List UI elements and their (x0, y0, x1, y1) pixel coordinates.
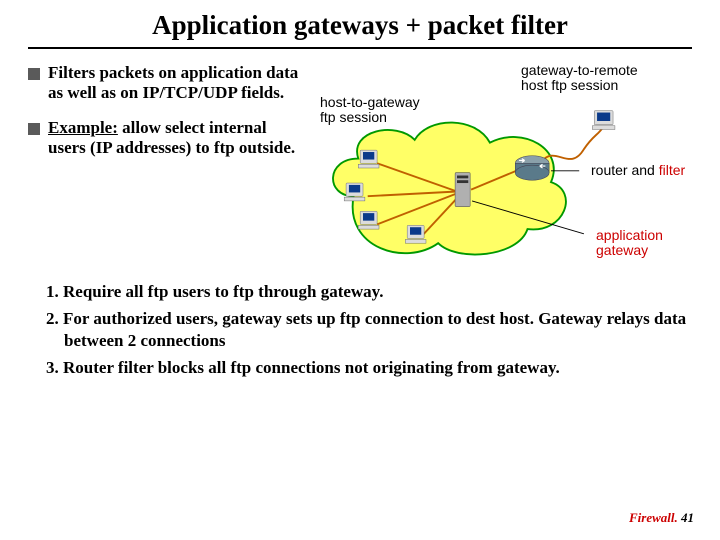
slide-footer: Firewall. 41 (629, 510, 694, 526)
numbered-list: 1. Require all ftp users to ftp through … (28, 281, 692, 378)
bullet-item: Filters packets on application data as w… (28, 63, 308, 102)
label-host-to-gateway: host-to-gateway ftp session (320, 95, 470, 126)
host-icon (358, 150, 379, 168)
bullet-item: Example: allow select internal users (IP… (28, 118, 308, 157)
label-router-text: router and (591, 162, 659, 178)
footer-page-number: 41 (681, 510, 694, 525)
gateway-icon (455, 173, 470, 207)
list-item: 2. For authorized users, gateway sets up… (46, 308, 692, 351)
diagram-column: host-to-gateway ftp session gateway-to-r… (316, 63, 692, 273)
label-filter-text: filter (659, 162, 685, 178)
slide-title: Application gateways + packet filter (28, 10, 692, 49)
label-application-gateway: application gateway (596, 228, 716, 259)
bullets-column: Filters packets on application data as w… (28, 63, 308, 273)
remote-host-icon (592, 111, 615, 130)
host-icon (358, 211, 379, 229)
bullet-square-icon (28, 123, 40, 135)
bullet-text: Filters packets on application data as w… (48, 63, 308, 102)
host-icon (405, 225, 426, 243)
label-gateway-to-remote: gateway-to-remote host ftp session (521, 63, 701, 94)
upper-row: Filters packets on application data as w… (28, 63, 692, 273)
footer-prefix: Firewall. (629, 510, 678, 525)
router-icon (515, 156, 549, 180)
bullet-square-icon (28, 68, 40, 80)
list-item: 3. Router filter blocks all ftp connecti… (46, 357, 692, 378)
label-router-and-filter: router and filter (591, 163, 720, 178)
bullet-text: Example: allow select internal users (IP… (48, 118, 308, 157)
bullet-prefix-underline: Example: (48, 118, 118, 137)
host-icon (344, 183, 365, 201)
list-item: 1. Require all ftp users to ftp through … (46, 281, 692, 302)
